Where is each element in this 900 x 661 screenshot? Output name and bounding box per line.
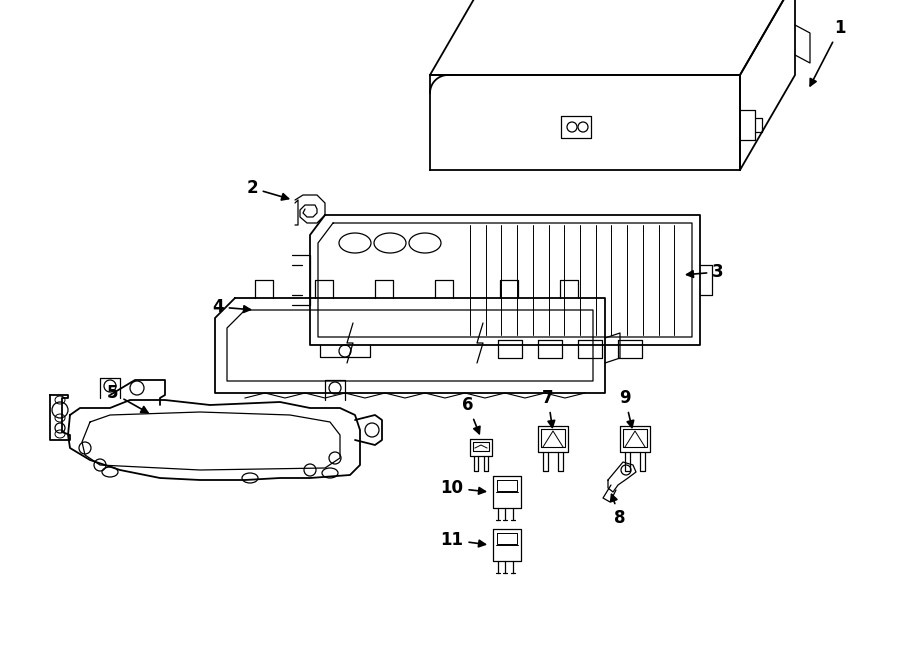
Text: 1: 1 [810,19,846,86]
Text: 11: 11 [440,531,485,549]
Text: 7: 7 [542,389,554,428]
Text: 3: 3 [687,263,724,281]
Text: 4: 4 [212,298,250,316]
Text: 6: 6 [463,396,480,434]
Text: 9: 9 [619,389,634,428]
Text: 5: 5 [107,384,148,412]
Text: 8: 8 [611,494,625,527]
Text: 10: 10 [440,479,485,497]
Text: 2: 2 [247,179,289,200]
